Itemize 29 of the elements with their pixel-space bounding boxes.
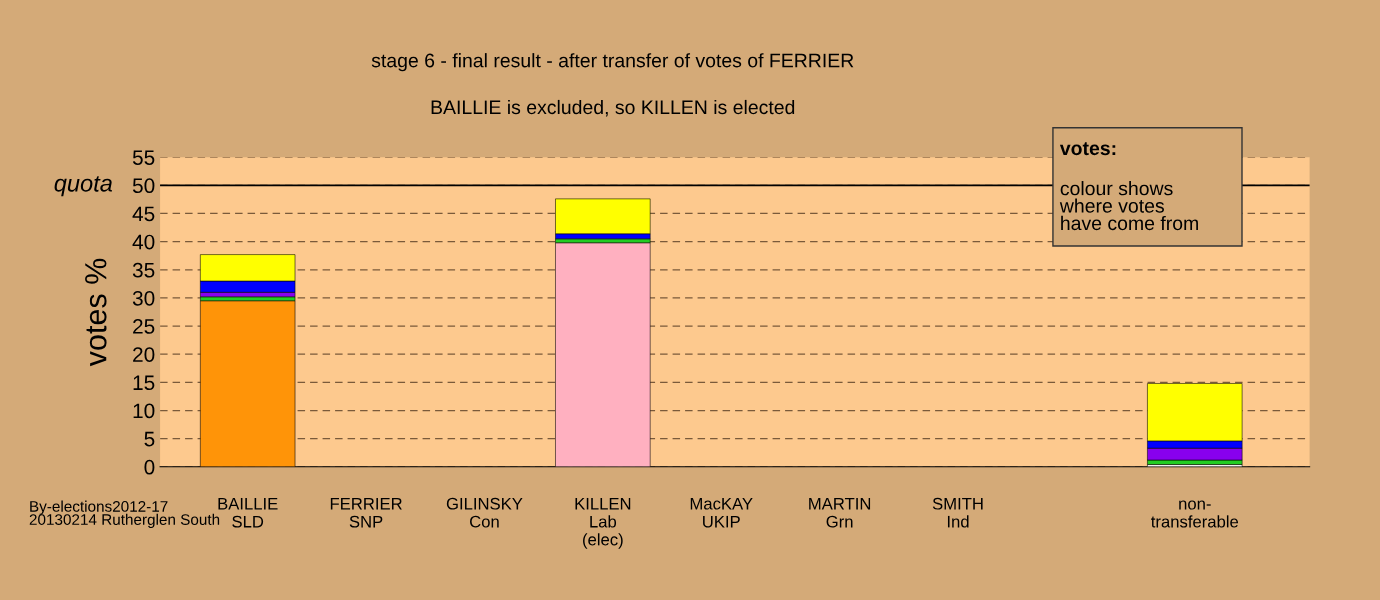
y-axis-title: votes %: [85, 258, 107, 367]
bar: [555, 242, 651, 467]
bar: [200, 300, 296, 467]
y-tick-label: 20: [133, 347, 155, 362]
x-tick-label: non- transferable: [1151, 500, 1239, 528]
y-tick-label: 50: [132, 178, 155, 194]
x-tick-label: MacKAY UKIP: [690, 497, 753, 528]
chart-subtitle: BAILLIE is excluded, so KILLEN is elected: [431, 99, 795, 117]
bar: [555, 198, 651, 235]
y-tick-label: 45: [132, 206, 155, 222]
annotation: colour shows where votes have come from: [1059, 181, 1198, 231]
y-tick-label: 40: [132, 234, 155, 250]
x-tick-label: BAILLIE SLD: [218, 497, 278, 528]
x-tick-label: GILINSKY Con: [446, 497, 523, 528]
y-tick-label: 0: [144, 459, 155, 475]
text: votes:: [1059, 142, 1116, 156]
y-tick-label: 10: [133, 403, 155, 419]
y-tick-label: 30: [132, 290, 155, 306]
x-tick-label: FERRIER SNP: [330, 497, 402, 528]
x-tick-label: MARTIN Grn: [809, 497, 871, 528]
chart-title: stage 6 - final result - after transfer of votes of FERRIER: [371, 53, 854, 72]
y-tick-label: 15: [133, 375, 155, 391]
x-tick-label: KILLEN Lab (elec): [575, 497, 631, 549]
y-tick-label: 5: [144, 431, 155, 447]
y-tick-label: 35: [132, 262, 155, 278]
x-tick-label: SMITH Ind: [932, 497, 983, 528]
y-tick-label: 55: [132, 150, 155, 165]
ref-line-label: quota: [54, 176, 113, 197]
y-tick-label: 25: [133, 319, 155, 334]
